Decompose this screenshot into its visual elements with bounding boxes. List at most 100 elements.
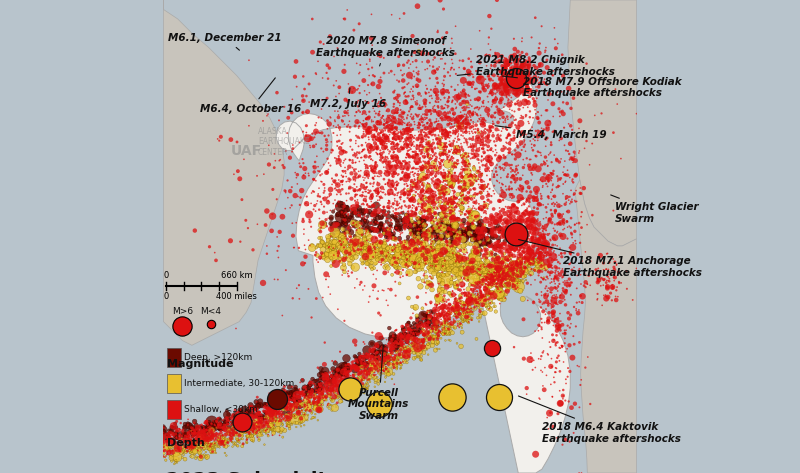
Point	[379, 233, 392, 241]
Point	[354, 185, 367, 193]
Point	[489, 243, 502, 250]
Point	[237, 418, 250, 425]
Point	[564, 249, 577, 256]
Point	[366, 225, 379, 233]
Point	[464, 143, 477, 150]
Point	[342, 107, 354, 114]
Point	[477, 276, 490, 283]
Point	[418, 138, 430, 145]
Point	[498, 296, 510, 303]
Point	[510, 100, 522, 108]
Point	[492, 269, 505, 276]
Point	[391, 260, 404, 267]
Point	[500, 82, 513, 90]
Point	[410, 205, 423, 213]
Point	[371, 178, 384, 186]
Point	[210, 432, 222, 439]
Point	[518, 68, 530, 75]
Point	[383, 148, 396, 155]
Point	[379, 359, 392, 367]
Point	[388, 132, 401, 140]
Point	[303, 216, 316, 223]
Point	[374, 126, 386, 133]
Point	[534, 252, 546, 259]
Point	[421, 221, 434, 228]
Point	[481, 193, 494, 201]
Point	[350, 249, 363, 257]
Point	[282, 422, 295, 430]
Point	[445, 193, 458, 201]
Point	[157, 428, 170, 436]
Point	[361, 183, 374, 191]
Point	[500, 246, 513, 254]
Point	[421, 111, 434, 118]
Point	[395, 226, 408, 234]
Point	[372, 188, 385, 196]
Point	[369, 187, 382, 195]
Point	[413, 111, 426, 118]
Point	[286, 394, 298, 402]
Point	[413, 203, 426, 210]
Point	[324, 402, 337, 409]
Point	[367, 350, 380, 357]
Point	[367, 210, 380, 218]
Point	[458, 236, 470, 244]
Point	[495, 273, 508, 280]
Point	[398, 259, 410, 266]
Point	[607, 207, 620, 214]
Point	[486, 113, 498, 120]
Point	[447, 137, 460, 145]
Point	[253, 425, 266, 432]
Point	[284, 406, 297, 414]
Point	[171, 435, 184, 442]
Point	[472, 291, 485, 299]
Point	[402, 331, 415, 338]
Point	[417, 173, 430, 181]
Point	[354, 230, 367, 237]
Point	[387, 226, 400, 234]
Point	[334, 236, 347, 243]
Point	[374, 368, 387, 376]
Point	[218, 426, 230, 433]
Point	[480, 255, 493, 263]
Point	[462, 194, 475, 202]
Point	[469, 190, 482, 198]
Point	[355, 358, 368, 365]
Point	[174, 429, 187, 437]
Point	[262, 420, 274, 428]
Point	[486, 221, 498, 229]
Point	[401, 59, 414, 66]
Point	[189, 445, 202, 452]
Point	[383, 198, 396, 205]
Point	[462, 210, 475, 217]
Point	[374, 128, 387, 136]
Point	[507, 273, 520, 280]
Point	[519, 76, 532, 83]
Point	[458, 87, 470, 94]
Point	[459, 309, 472, 316]
Point	[363, 148, 376, 156]
Point	[510, 69, 523, 76]
Point	[338, 370, 350, 378]
Point	[462, 194, 474, 201]
Point	[386, 247, 399, 254]
Point	[398, 331, 411, 338]
Point	[294, 415, 307, 422]
Point	[456, 280, 469, 288]
Point	[352, 245, 365, 253]
Point	[210, 424, 223, 431]
Point	[494, 266, 506, 273]
Point	[462, 300, 474, 307]
Point	[392, 341, 405, 348]
Point	[330, 370, 342, 378]
Point	[426, 254, 438, 262]
Point	[366, 165, 379, 173]
Point	[305, 388, 318, 396]
Point	[253, 415, 266, 422]
Point	[459, 151, 472, 159]
Point	[513, 69, 526, 77]
Point	[416, 213, 429, 221]
Point	[506, 184, 518, 192]
Point	[463, 229, 476, 237]
Point	[510, 209, 522, 217]
